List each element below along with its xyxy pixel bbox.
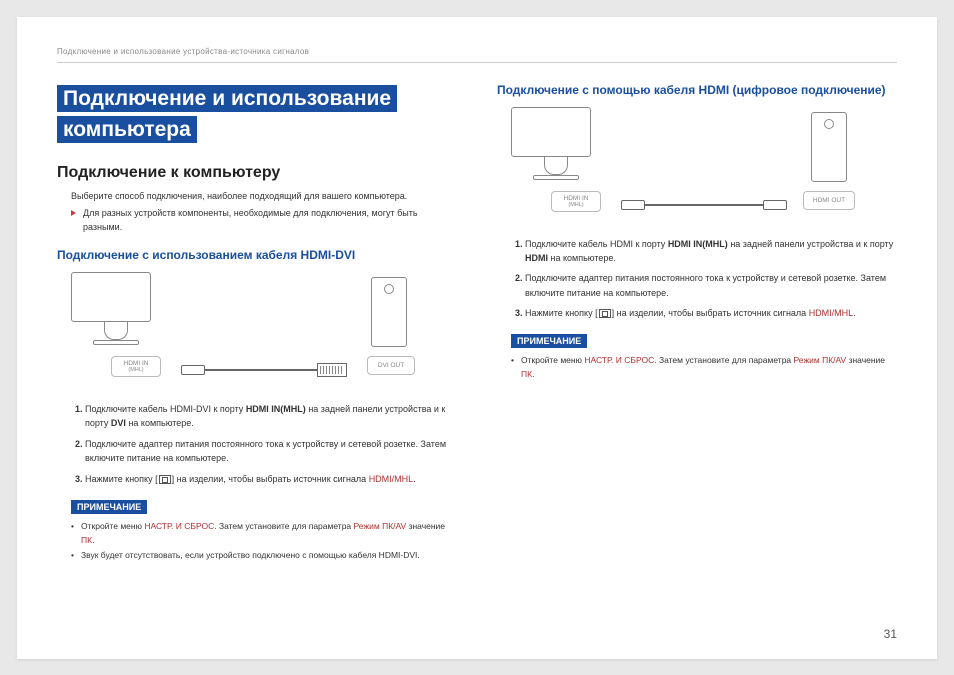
step-3: Нажмите кнопку [] на изделии, чтобы выбр…	[85, 472, 457, 486]
port-hdmi-in: HDMI IN (MHL)	[111, 356, 161, 377]
note-item-1: Откройте меню НАСТР. И СБРОС. Затем уста…	[71, 520, 457, 547]
diagram-hdmi-dvi: HDMI IN (MHL) DVI OUT	[71, 272, 457, 392]
note-bullet: Для разных устройств компоненты, необход…	[71, 207, 457, 234]
note-label: ПРИМЕЧАНИЕ	[511, 334, 587, 348]
port-dvi-out: DVI OUT	[367, 356, 415, 375]
cable-icon	[621, 199, 787, 211]
intro-text: Выберите способ подключения, наиболее по…	[71, 190, 457, 204]
pc-icon	[371, 277, 407, 347]
step-1: Подключите кабель HDMI-DVI к порту HDMI …	[85, 402, 457, 431]
section-header: Подключение и использование устройства-и…	[57, 47, 897, 63]
note-item-1: Откройте меню НАСТР. И СБРОС. Затем уста…	[511, 354, 897, 381]
subsection-heading: Подключение к компьютеру	[57, 164, 457, 182]
step-1: Подключите кабель HDMI к порту HDMI IN(M…	[525, 237, 897, 266]
note-label: ПРИМЕЧАНИЕ	[71, 500, 147, 514]
page-number: 31	[884, 627, 897, 641]
steps-list: Подключите кабель HDMI к порту HDMI IN(M…	[511, 237, 897, 321]
port-hdmi-in: HDMI IN (MHL)	[551, 191, 601, 212]
note-item-2: Звук будет отсутствовать, если устройств…	[71, 549, 457, 563]
port-hdmi-out: HDMI OUT	[803, 191, 855, 210]
step-3: Нажмите кнопку [] на изделии, чтобы выбр…	[525, 306, 897, 320]
page-title: Подключение и использование компьютера	[57, 83, 457, 146]
step-2: Подключите адаптер питания постоянного т…	[85, 437, 457, 466]
connection-heading-hdmi-dvi: Подключение с использованием кабеля HDMI…	[57, 248, 457, 262]
monitor-icon	[511, 107, 601, 187]
source-icon	[159, 475, 171, 484]
steps-list: Подключите кабель HDMI-DVI к порту HDMI …	[71, 402, 457, 486]
diagram-hdmi: HDMI IN (MHL) HDMI OUT	[511, 107, 897, 227]
source-icon	[599, 309, 611, 318]
cable-icon	[181, 364, 347, 376]
pc-icon	[811, 112, 847, 182]
right-column: Подключение с помощью кабеля HDMI (цифро…	[497, 83, 897, 565]
connection-heading-hdmi: Подключение с помощью кабеля HDMI (цифро…	[497, 83, 897, 97]
manual-page: Подключение и использование устройства-и…	[17, 17, 937, 659]
step-2: Подключите адаптер питания постоянного т…	[525, 271, 897, 300]
content-columns: Подключение и использование компьютера П…	[57, 83, 897, 565]
left-column: Подключение и использование компьютера П…	[57, 83, 457, 565]
monitor-icon	[71, 272, 161, 352]
